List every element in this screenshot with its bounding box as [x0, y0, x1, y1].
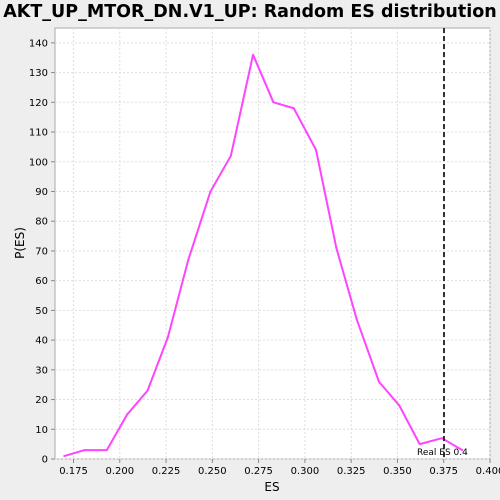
data-point — [335, 246, 338, 249]
x-tick-label: 0.275 — [244, 466, 273, 477]
y-tick-label: 50 — [35, 306, 48, 317]
data-point — [315, 148, 317, 151]
x-tick-label: 0.300 — [291, 466, 320, 477]
data-point — [461, 449, 464, 452]
real-es-label: Real ES 0.4 — [417, 448, 468, 458]
y-tick-label: 20 — [35, 395, 48, 406]
y-tick-label: 90 — [35, 187, 48, 198]
y-tick-label: 130 — [29, 68, 48, 79]
x-tick-label: 0.375 — [429, 466, 458, 477]
y-tick-label: 30 — [35, 365, 48, 376]
series-layer — [63, 53, 464, 458]
data-point — [229, 154, 232, 157]
y-tick-label: 40 — [35, 336, 48, 347]
x-tick-label: 0.225 — [152, 466, 181, 477]
x-tick-label: 0.175 — [59, 466, 88, 477]
data-point — [166, 336, 169, 339]
x-axis-ticks: 0.175 0.200 0.225 0.250 0.275 0.300 0.325 0.350… — [59, 459, 500, 477]
plot-area — [54, 27, 491, 460]
y-tick-label: 140 — [29, 38, 48, 49]
data-point — [187, 258, 190, 261]
y-tick-label: 100 — [29, 157, 48, 168]
gridlines — [55, 28, 491, 460]
y-tick-label: 70 — [35, 246, 48, 257]
y-tick-label: 80 — [35, 217, 48, 228]
chart-title: AKT_UP_MTOR_DN.V1_UP: Random ES distribu… — [3, 2, 497, 22]
data-point — [252, 53, 255, 56]
x-tick-label: 0.400 — [476, 466, 500, 477]
data-point — [272, 101, 275, 104]
data-point — [292, 107, 295, 110]
data-point — [63, 455, 66, 458]
x-tick-label: 0.350 — [383, 466, 412, 477]
y-tick-label: 60 — [35, 276, 48, 287]
x-axis-title: ES — [264, 480, 279, 494]
data-point — [209, 190, 212, 193]
data-point — [418, 443, 421, 446]
y-tick-label: 10 — [35, 425, 48, 436]
series-line — [63, 53, 463, 457]
y-tick-label: 120 — [29, 98, 48, 109]
x-tick-label: 0.325 — [337, 466, 366, 477]
data-point — [377, 380, 380, 383]
x-tick-label: 0.250 — [198, 466, 227, 477]
y-axis-title: P(ES) — [13, 227, 27, 259]
data-point — [398, 404, 401, 407]
data-point — [126, 413, 129, 416]
data-point — [355, 318, 358, 321]
data-point — [83, 449, 86, 452]
real-es-marker: Real ES 0.4 — [417, 28, 468, 459]
y-tick-label: 0 — [42, 455, 48, 466]
data-point — [105, 449, 108, 452]
y-tick-label: 110 — [29, 128, 48, 139]
data-point — [440, 437, 443, 440]
data-point — [146, 389, 149, 392]
y-axis-ticks: 0 10 20 30 40 50 60 70 80 90 100 110 120 130 140 — [29, 38, 55, 466]
x-tick-label: 0.200 — [105, 466, 134, 477]
